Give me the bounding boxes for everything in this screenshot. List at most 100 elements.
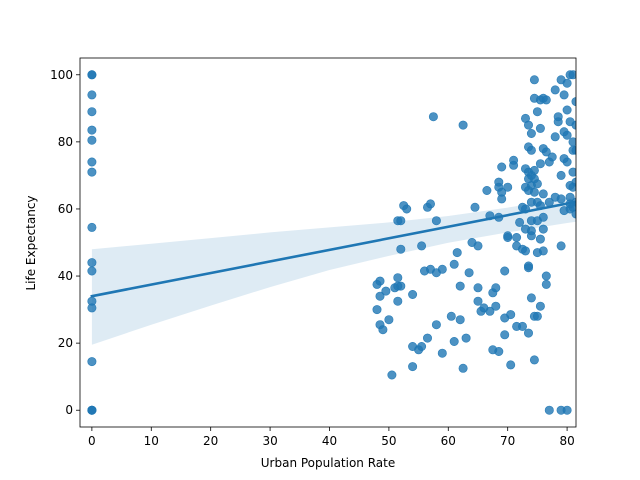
y-tick-label: 0: [65, 403, 73, 417]
scatter-point: [461, 333, 471, 343]
scatter-point: [526, 145, 536, 155]
scatter-point: [431, 216, 441, 226]
scatter-point: [87, 125, 97, 135]
y-axis-label: Life Expectancy: [24, 195, 38, 290]
x-tick-label: 40: [322, 434, 337, 448]
scatter-point: [562, 78, 572, 88]
scatter-point: [396, 216, 406, 226]
x-tick-label: 60: [441, 434, 456, 448]
scatter-point: [535, 234, 545, 244]
scatter-point: [428, 112, 438, 122]
scatter-point: [372, 305, 382, 315]
scatter-point: [378, 325, 388, 335]
scatter-point: [500, 330, 510, 340]
scatter-point: [520, 246, 530, 256]
scatter-point: [526, 231, 536, 241]
scatter-point: [437, 348, 447, 358]
scatter-point: [562, 157, 572, 167]
scatter-point: [535, 301, 545, 311]
scatter-point: [538, 189, 548, 199]
scatter-point: [506, 360, 516, 370]
scatter-point: [529, 355, 539, 365]
scatter-point: [422, 333, 432, 343]
scatter-point: [458, 120, 468, 130]
x-tick-label: 0: [88, 434, 96, 448]
scatter-point: [87, 167, 97, 177]
regression-line: [90, 200, 576, 298]
scatter-point: [568, 167, 576, 177]
scatter-point: [449, 336, 459, 346]
scatter-point: [375, 291, 385, 301]
scatter-point: [87, 107, 97, 117]
scatter-point: [559, 90, 569, 100]
scatter-point: [408, 362, 418, 372]
scatter-point: [529, 187, 539, 197]
scatter-point: [381, 286, 391, 296]
y-tick-label: 100: [50, 68, 73, 82]
x-tick-label: 30: [262, 434, 277, 448]
scatter-point: [408, 289, 418, 299]
confidence-band: [91, 196, 576, 345]
scatter-point: [526, 293, 536, 303]
scatter-point: [523, 263, 533, 273]
scatter-point: [87, 357, 97, 367]
scatter-point: [497, 162, 507, 172]
scatter-point: [523, 120, 533, 130]
confidence-band-area: [91, 196, 576, 345]
scatter-point: [393, 273, 403, 283]
scatter-point: [532, 107, 542, 117]
scatter-point: [512, 233, 522, 243]
scatter-point: [396, 281, 406, 291]
scatter-point: [550, 132, 560, 142]
scatter-point: [544, 405, 554, 415]
scatter-point: [87, 258, 97, 268]
scatter-point: [538, 224, 548, 234]
scatter-point: [491, 283, 501, 293]
scatter-point: [384, 315, 394, 325]
scatter-point: [547, 152, 557, 162]
scatter-point: [452, 248, 462, 258]
scatter-point: [396, 244, 406, 254]
x-tick-label: 50: [381, 434, 396, 448]
scatter-point: [473, 296, 483, 306]
scatter-point: [87, 266, 97, 276]
scatter-point: [541, 95, 551, 105]
x-tick-label: 20: [203, 434, 218, 448]
scatter-point: [526, 129, 536, 139]
scatter-point: [532, 311, 542, 321]
scatter-point: [446, 311, 456, 321]
scatter-point: [437, 264, 447, 274]
scatter-point: [473, 283, 483, 293]
scatter-point: [375, 276, 385, 286]
scatter-point: [464, 268, 474, 278]
x-tick-label: 80: [559, 434, 574, 448]
scatter-point: [417, 241, 427, 251]
scatter-point: [482, 186, 492, 196]
scatter-point: [568, 70, 576, 80]
scatter-point: [517, 321, 527, 331]
scatter-point: [550, 85, 560, 95]
scatter-point: [87, 303, 97, 313]
scatter-point: [393, 296, 403, 306]
scatter-point: [455, 281, 465, 291]
scatter-point: [529, 75, 539, 85]
scatter-point: [553, 112, 563, 122]
y-tick-label: 80: [58, 135, 73, 149]
scatter-point: [425, 199, 435, 209]
scatter-point: [473, 241, 483, 251]
y-tick-label: 20: [58, 336, 73, 350]
scatter-point: [485, 306, 495, 316]
scatter-point: [529, 165, 539, 175]
scatter-point: [87, 90, 97, 100]
x-axis-ticks: 0 10 20 30 40 50 60 70 80: [88, 427, 575, 448]
scatter-point: [562, 405, 572, 415]
scatter-point: [556, 241, 566, 251]
scatter-point: [402, 204, 412, 214]
scatter-point: [87, 405, 97, 415]
x-axis-label: Urban Population Rate: [261, 456, 395, 470]
scatter-point: [538, 246, 548, 256]
scatter-point: [491, 301, 501, 311]
scatter-point: [535, 123, 545, 133]
scatter-point: [556, 170, 566, 180]
scatter-point: [458, 363, 468, 373]
